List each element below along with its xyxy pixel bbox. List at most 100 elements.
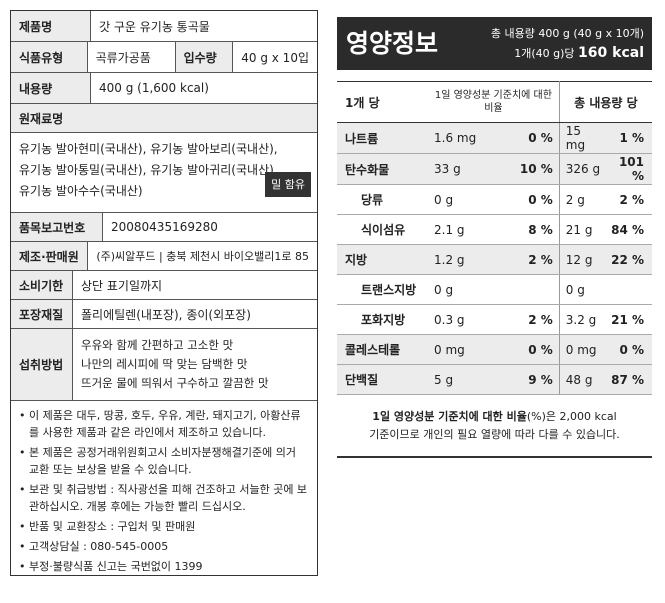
nutrition-table: 1개 당 1일 영양성분 기준치에 대한 비율 총 내용량 당 나트륨 1.6 m… <box>337 81 652 395</box>
howto-list: 우유와 함께 간편하고 고소한 맛 나만의 레시피에 딱 맞는 담백한 맛 뜨거… <box>73 329 277 400</box>
total-amount: 0 g <box>559 274 604 305</box>
nutrient-name: 식이섬유 <box>337 214 428 245</box>
total-volume-line: 총 내용량 400 g (40 g x 10개) <box>490 27 644 40</box>
total-percent: 21 % <box>603 304 652 335</box>
type-row: 식품유형 곡류가공품 입수량 40 g x 10입 <box>11 42 317 73</box>
note-item: 부정·불량식품 신고는 국번없이 1399 <box>19 558 309 575</box>
total-amount: 326 g <box>559 153 604 185</box>
per-serving-amount: 0 g <box>428 274 500 305</box>
footnote-rest: (%)은 2,000 kcal <box>526 410 617 423</box>
nutrient-name: 탄수화물 <box>337 153 428 185</box>
count-label: 입수량 <box>175 42 234 72</box>
report-no-label: 품목보고번호 <box>11 213 103 241</box>
ingredient-line: 유기농 발아통밀(국내산), 유기농 발아귀리(국내산), <box>19 163 278 177</box>
per-serving-percent: 8 % <box>499 214 560 245</box>
per-serving-amount: 1.6 mg <box>428 122 500 154</box>
product-info-panel: 제품명 갓 구운 유기농 통곡물 식품유형 곡류가공품 입수량 40 g x 1… <box>10 10 318 576</box>
packaging-row: 포장재질 폴리에틸렌(내포장), 종이(외포장) <box>11 300 317 329</box>
col-per: 1개 당 <box>337 81 428 123</box>
per-serving-amount: 1.2 g <box>428 244 500 275</box>
howto-line: 뜨거운 물에 띄워서 구수하고 깔끔한 맛 <box>81 376 269 390</box>
per-serving-percent: 2 % <box>499 304 560 335</box>
footnote-bold: 1일 영양성분 기준치에 대한 비율 <box>372 410 527 423</box>
product-name: 갓 구운 유기농 통곡물 <box>99 19 210 34</box>
nutrition-footnote: 1일 영양성분 기준치에 대한 비율(%)은 2,000 kcal 기준이므로 … <box>337 395 652 458</box>
nutrition-panel: 영양정보 총 내용량 400 g (40 g x 10개) 1개(40 g)당 … <box>337 17 652 458</box>
total-percent <box>603 274 652 305</box>
note-item: 이 제품은 대두, 땅콩, 호두, 우유, 계란, 돼지고기, 아황산류를 사용… <box>19 407 309 441</box>
maker-row: 제조·판매원 (주)씨알푸드 | 충북 제천시 바이오밸리1로 85 <box>11 242 317 271</box>
howto-line: 나만의 레시피에 딱 맞는 담백한 맛 <box>81 357 248 371</box>
per-serving-percent: 0 % <box>499 184 560 215</box>
packaging-value: 폴리에틸렌(내포장), 종이(외포장) <box>81 307 251 322</box>
per-serving-prefix: 1개(40 g)당 <box>514 47 575 60</box>
per-serving-percent: 0 % <box>499 122 560 154</box>
report-no-row: 품목보고번호 20080435169280 <box>11 213 317 242</box>
nutrient-name: 콜레스테롤 <box>337 334 428 365</box>
note-item: 본 제품은 공정거래위원회고시 소비자분쟁해결기준에 의거 교환 또는 보상을 … <box>19 444 309 478</box>
per-serving-percent: 9 % <box>499 364 560 395</box>
footnote-line2: 기준이므로 개인의 필요 열량에 따라 다를 수 있습니다. <box>369 428 620 441</box>
per-serving-amount: 5 g <box>428 364 500 395</box>
per-serving-amount: 0 g <box>428 184 500 215</box>
total-amount: 12 g <box>559 244 604 275</box>
ingredients-label: 원재료명 <box>11 104 317 132</box>
ingredients-text: 유기농 발아현미(국내산), 유기농 발아보리(국내산), 유기농 발아통밀(국… <box>11 133 317 202</box>
ingredient-line: 유기농 발아수수(국내산) <box>19 184 143 198</box>
total-percent: 2 % <box>603 184 652 215</box>
per-serving-amount: 0 mg <box>428 334 500 365</box>
nutrition-title: 영양정보 <box>346 29 439 58</box>
per-serving-amount: 0.3 g <box>428 304 500 335</box>
per-serving-percent: 10 % <box>499 153 560 185</box>
nutrient-name: 지방 <box>337 244 428 275</box>
total-percent: 84 % <box>603 214 652 245</box>
product-name-label: 제품명 <box>11 11 91 41</box>
howto-label: 섭취방법 <box>11 329 73 400</box>
volume-value: 400 g (1,600 kcal) <box>99 81 209 95</box>
total-percent: 1 % <box>603 122 652 154</box>
howto-line: 우유와 함께 간편하고 고소한 맛 <box>81 338 234 352</box>
expiry-label: 소비기한 <box>11 271 73 299</box>
total-percent: 22 % <box>603 244 652 275</box>
expiry-row: 소비기한 상단 표기일까지 <box>11 271 317 300</box>
per-serving-percent: 0 % <box>499 334 560 365</box>
per-serving-percent: 2 % <box>499 244 560 275</box>
total-amount: 15 mg <box>559 122 604 154</box>
nutrient-name: 포화지방 <box>337 304 428 335</box>
per-serving-percent <box>499 274 560 305</box>
count-value: 40 g x 10입 <box>241 50 309 65</box>
note-item: 고객상담실 : 080-545-0005 <box>19 538 309 555</box>
ingredients-header-row: 원재료명 <box>11 104 317 133</box>
col-dv: 1일 영양성분 기준치에 대한 비율 <box>428 81 560 123</box>
type-value: 곡류가공품 <box>88 42 176 72</box>
nutrition-row: 나트륨 1.6 mg 0 % 15 mg 1 % <box>337 122 652 154</box>
note-item: 보관 및 취급방법 : 직사광선을 피해 건조하고 서늘한 곳에 보관하십시오.… <box>19 481 309 515</box>
col-total: 총 내용량 당 <box>559 81 652 123</box>
per-serving-amount: 33 g <box>428 153 500 185</box>
total-amount: 48 g <box>559 364 604 395</box>
notes-list: 이 제품은 대두, 땅콩, 호두, 우유, 계란, 돼지고기, 아황산류를 사용… <box>11 401 317 584</box>
expiry-value: 상단 표기일까지 <box>81 278 163 293</box>
nutrition-row: 탄수화물 33 g 10 % 326 g 101 % <box>337 153 652 185</box>
note-item: 반품 및 교환장소 : 구입처 및 판매원 <box>19 518 309 535</box>
total-amount: 3.2 g <box>559 304 604 335</box>
nutrient-name: 단백질 <box>337 364 428 395</box>
ingredients-box: 유기농 발아현미(국내산), 유기농 발아보리(국내산), 유기농 발아통밀(국… <box>11 133 317 213</box>
allergen-badge: 밀 함유 <box>265 172 311 197</box>
total-amount: 2 g <box>559 184 604 215</box>
howto-row: 섭취방법 우유와 함께 간편하고 고소한 맛 나만의 레시피에 딱 맞는 담백한… <box>11 329 317 401</box>
ingredient-line: 유기농 발아현미(국내산), 유기농 발아보리(국내산), <box>19 142 278 156</box>
total-amount: 21 g <box>559 214 604 245</box>
total-percent: 101 % <box>603 153 652 185</box>
total-amount: 0 mg <box>559 334 604 365</box>
maker-label: 제조·판매원 <box>11 242 89 270</box>
total-percent: 0 % <box>603 334 652 365</box>
volume-label: 내용량 <box>11 73 91 103</box>
maker-value: (주)씨알푸드 | 충북 제천시 바이오밸리1로 85 <box>96 250 309 263</box>
